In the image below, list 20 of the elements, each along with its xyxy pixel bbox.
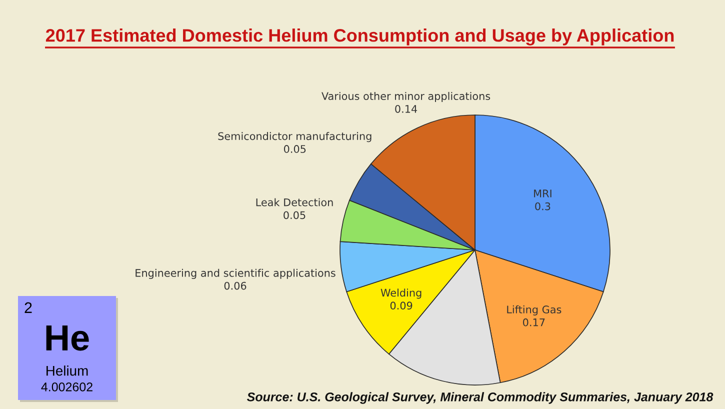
text: 4.002602	[41, 382, 92, 392]
slice-label: Leak Detection	[256, 198, 333, 206]
chart-title: 2017 Estimated Domestic Helium Consumption and Usage by Application	[46, 28, 674, 46]
text: Helium	[46, 366, 88, 376]
slice-label: MRI	[534, 190, 552, 198]
slice-label: Lifting Gas	[507, 305, 562, 316]
slice-label: Welding	[380, 288, 422, 299]
data-label: 0.3	[535, 202, 550, 210]
data-label: 0.05	[284, 211, 306, 220]
slice-label: Various other minor applications	[322, 92, 490, 102]
source-note: Source: U.S. Geological Survey, Mineral Commodity Summaries, January 2018	[246, 392, 714, 404]
data-label: 0.17	[523, 318, 545, 326]
text: He	[46, 325, 89, 351]
slice-label: Semicondictor manufacturing	[218, 132, 372, 142]
data-label: 0.14	[395, 104, 418, 113]
data-label: 0.06	[224, 282, 246, 290]
data-label: 0.09	[390, 302, 412, 310]
data-label: 0.05	[284, 145, 306, 153]
text: 2	[24, 302, 32, 313]
slice-label: Engineering and scientific applications	[136, 268, 336, 279]
